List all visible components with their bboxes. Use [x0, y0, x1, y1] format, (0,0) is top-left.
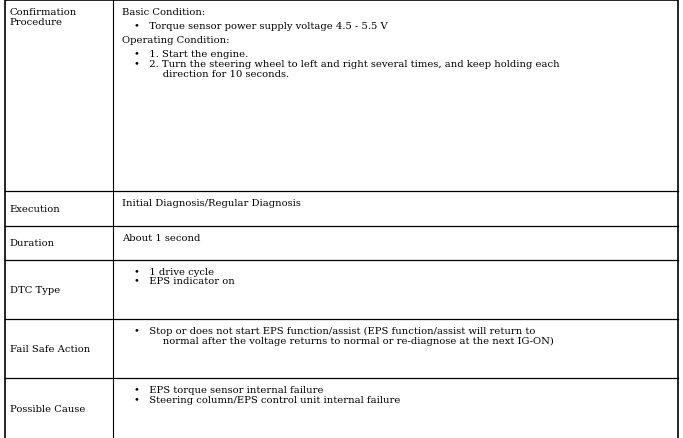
Text: •   2. Turn the steering wheel to left and right several times, and keep holding: • 2. Turn the steering wheel to left and… — [134, 60, 559, 69]
Text: •   1. Start the engine.: • 1. Start the engine. — [134, 50, 248, 59]
Text: Fail Safe Action: Fail Safe Action — [10, 344, 89, 353]
Text: •   Torque sensor power supply voltage 4.5 - 5.5 V: • Torque sensor power supply voltage 4.5… — [134, 22, 388, 31]
Text: •   EPS indicator on: • EPS indicator on — [134, 277, 235, 286]
Text: About 1 second: About 1 second — [122, 233, 200, 242]
Text: Confirmation
Procedure: Confirmation Procedure — [10, 8, 76, 27]
Text: Basic Condition:: Basic Condition: — [122, 8, 205, 18]
Text: direction for 10 seconds.: direction for 10 seconds. — [144, 70, 289, 78]
Text: Operating Condition:: Operating Condition: — [122, 36, 229, 45]
Text: •   Steering column/EPS control unit internal failure: • Steering column/EPS control unit inter… — [134, 395, 400, 404]
Text: DTC Type: DTC Type — [10, 285, 60, 294]
Text: •   1 drive cycle: • 1 drive cycle — [134, 267, 214, 276]
Text: Initial Diagnosis/Regular Diagnosis: Initial Diagnosis/Regular Diagnosis — [122, 199, 301, 208]
Text: •   EPS torque sensor internal failure: • EPS torque sensor internal failure — [134, 385, 323, 395]
Text: Possible Cause: Possible Cause — [10, 404, 85, 413]
Text: Duration: Duration — [10, 239, 55, 247]
Text: •   Stop or does not start EPS function/assist (EPS function/assist will return : • Stop or does not start EPS function/as… — [134, 326, 535, 336]
Text: normal after the voltage returns to normal or re-diagnose at the next IG-ON): normal after the voltage returns to norm… — [144, 336, 554, 345]
Text: Execution: Execution — [10, 205, 60, 213]
